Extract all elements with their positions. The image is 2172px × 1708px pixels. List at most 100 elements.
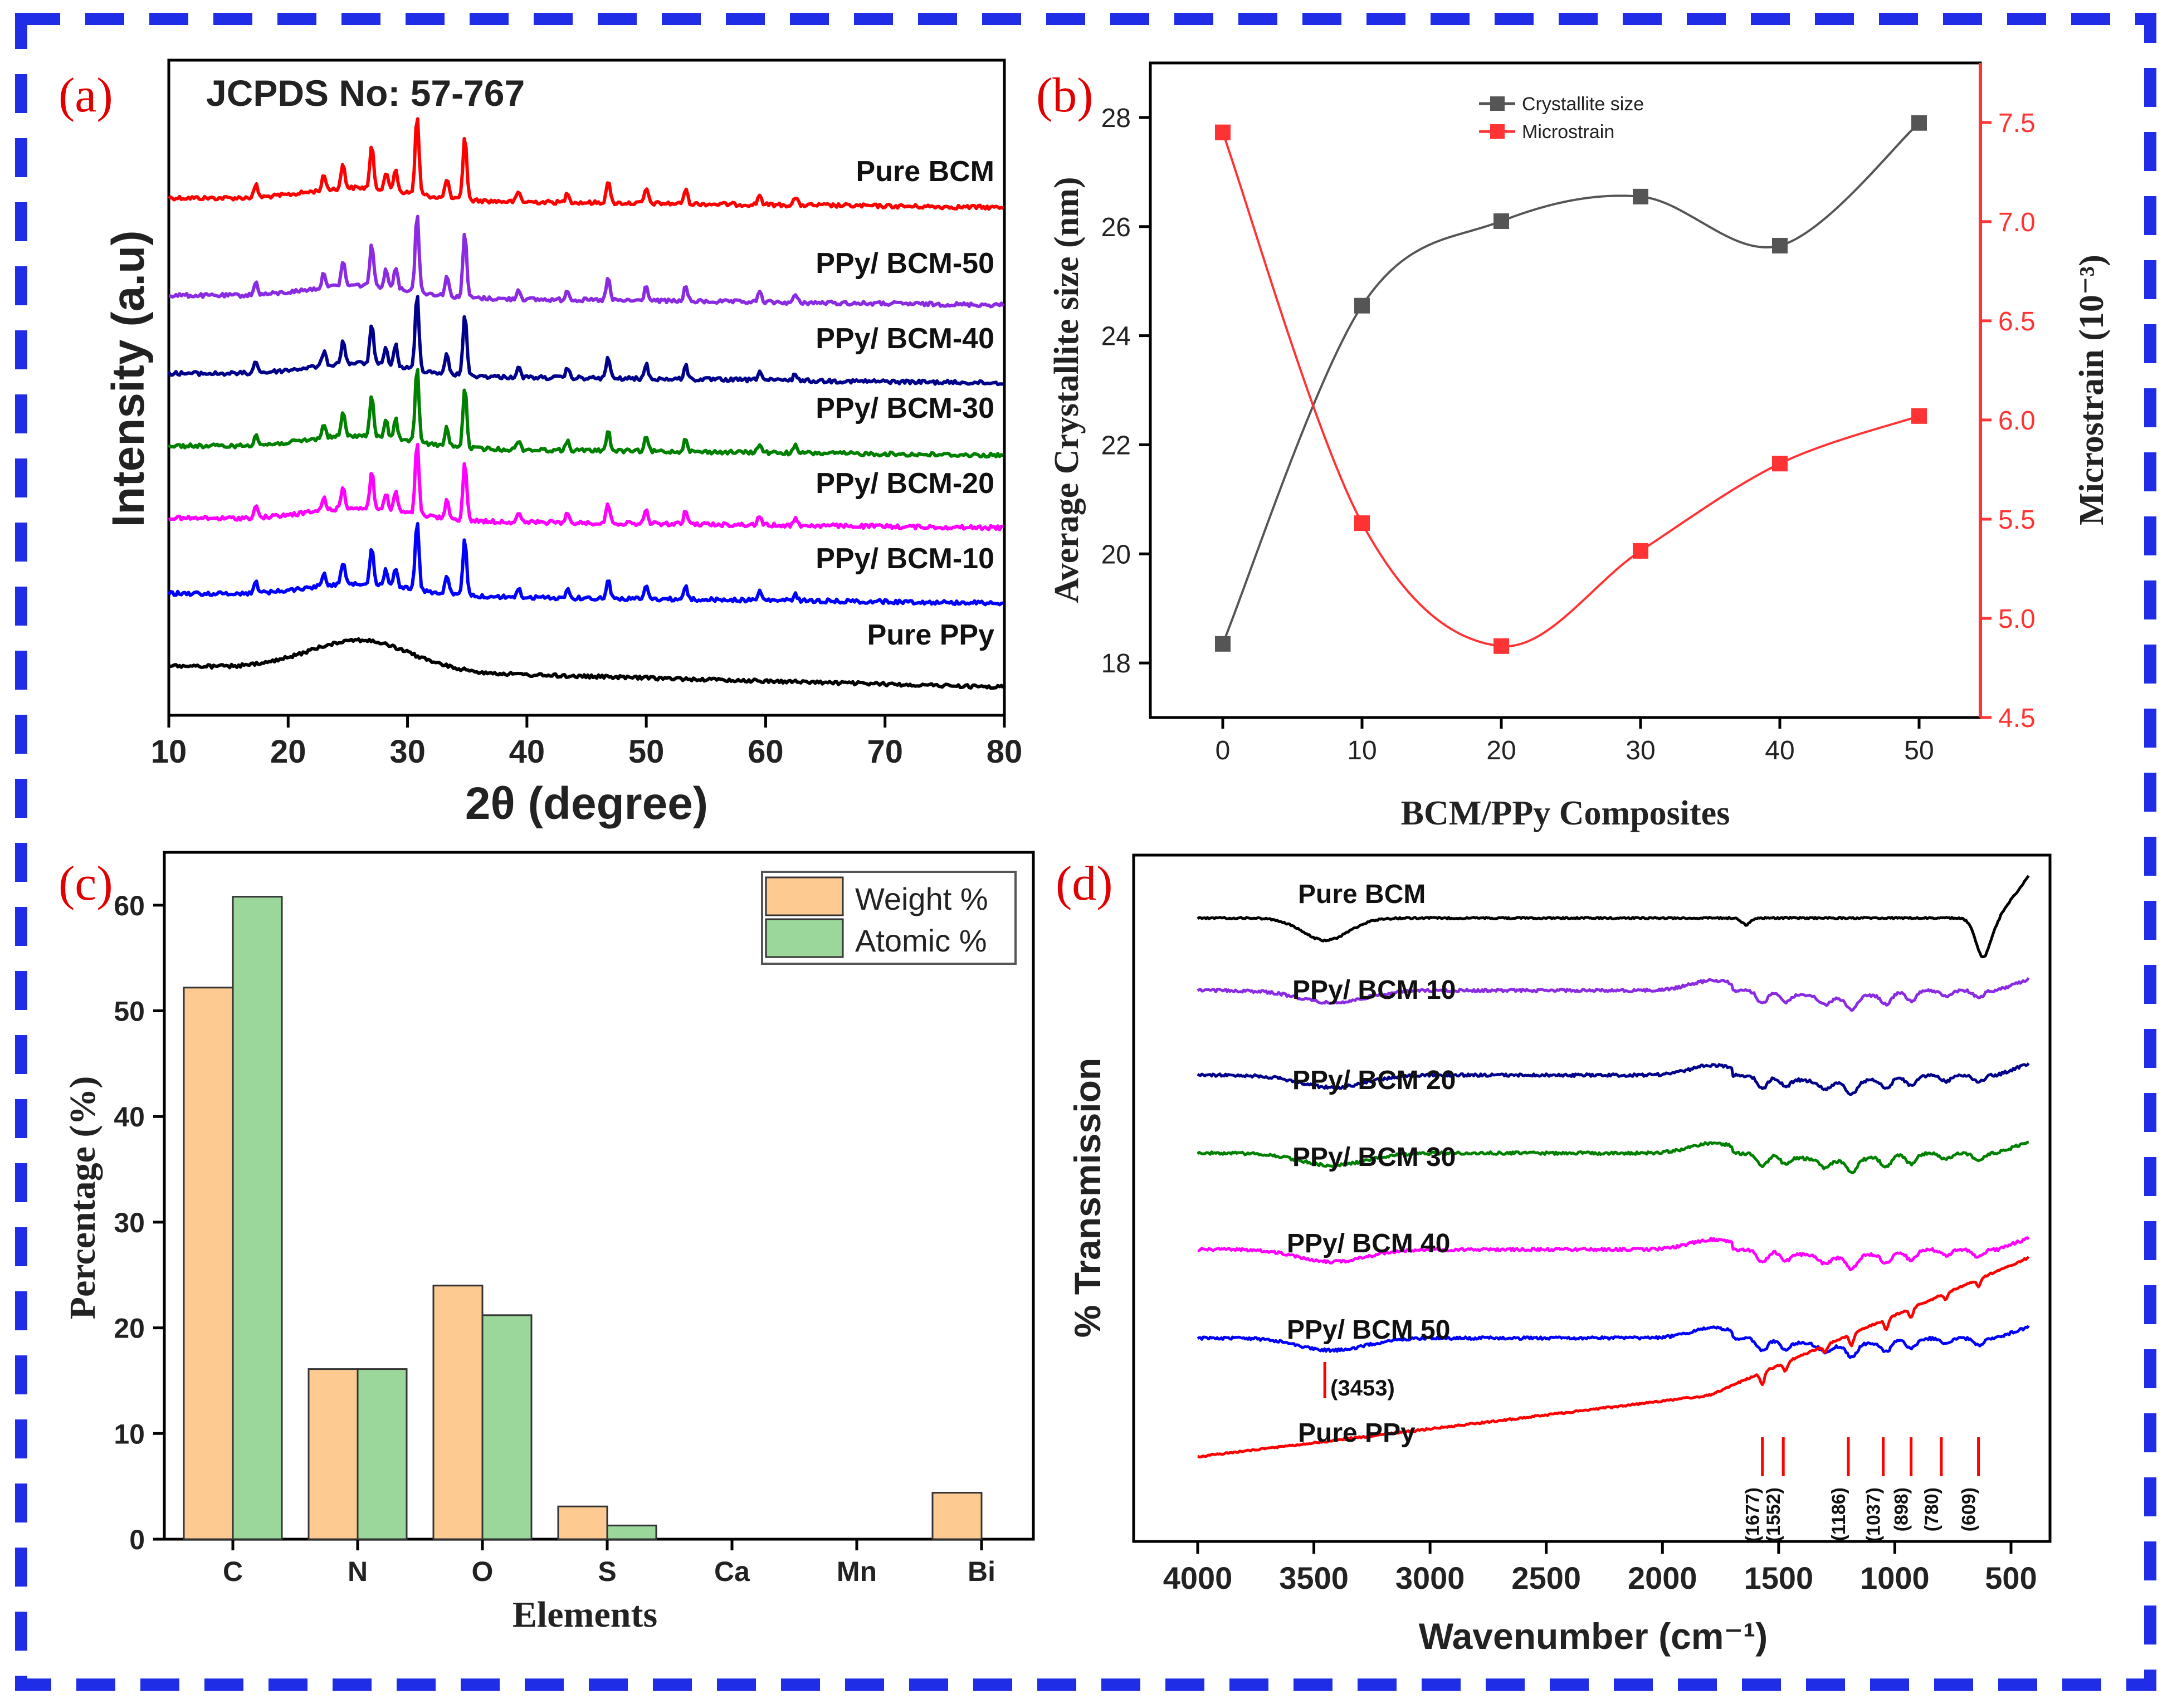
panel-d-curve-0 xyxy=(1197,875,2030,959)
panel-c-bar-Bi-0 xyxy=(931,1492,983,1540)
panel-d-peak-label-1: (1677) xyxy=(1743,1487,1764,1542)
panel-b-point-0-5 xyxy=(1911,115,1927,131)
panel-d-series-label-0: Pure BCM xyxy=(1298,880,1426,909)
panel-d-x-tick-label: 2500 xyxy=(1511,1560,1581,1595)
panel-b-point-1-5 xyxy=(1911,408,1927,424)
panel-c: 0 10 20 30 40 50 60 C N O S Ca Mn Bi (c) Elements Per… xyxy=(58,851,1035,1635)
panel-b-point-1-3 xyxy=(1633,543,1648,559)
panel-a-series-label-0: Pure BCM xyxy=(856,155,994,188)
panel-a-curve-0 xyxy=(168,117,1004,211)
panel-b-x-axis-label: BCM/PPy Composites xyxy=(1401,794,1730,832)
panel-b-y-tick-label-right: 7.0 xyxy=(1998,208,2036,237)
panel-a-x-tick-label: 50 xyxy=(628,734,665,770)
panel-b-y-tick-label-left: 28 xyxy=(1101,104,1131,133)
panel-b: 0 10 20 30 40 50 18 20 22 24 26 28 4.5 5.0 5.5 6.0 6.5 7.… xyxy=(1036,61,2111,832)
panel-a-x-tick-label: 40 xyxy=(509,734,545,770)
panel-a-x-tick-label: 10 xyxy=(151,734,187,770)
panel-b-y-tick-label-left: 18 xyxy=(1101,649,1131,679)
panel-a-label: (a) xyxy=(58,69,113,123)
panel-b-legend-item-0: Crystallite size xyxy=(1522,94,1644,115)
panel-d-x-tick-label: 3000 xyxy=(1395,1560,1465,1595)
panel-d-x-tick-label: 500 xyxy=(1985,1560,2037,1595)
panel-a-x-tick-label: 20 xyxy=(270,734,306,770)
panel-d-x-tick-label: 1500 xyxy=(1744,1560,1814,1595)
panel-c-y-axis-label: Percentage (%) xyxy=(62,1076,103,1320)
panel-a-jcpds-annotation: JCPDS No: 57-767 xyxy=(206,72,525,114)
panel-d-peak-label-5: (898) xyxy=(1891,1487,1912,1531)
panel-d: 4000 3500 3000 2500 2000 1500 1000 500 Pure BCM… xyxy=(1056,853,2052,1657)
panel-d-curve-4 xyxy=(1197,1236,2030,1271)
panel-b-x-tick-label: 20 xyxy=(1486,736,1516,765)
panel-c-bar-C-0 xyxy=(183,987,234,1540)
panel-d-peak-label-3: (1186) xyxy=(1828,1487,1849,1541)
panel-b-y-tick-label-left: 20 xyxy=(1101,540,1131,569)
panel-b-legend-item-1: Microstrain xyxy=(1522,121,1614,143)
panel-a-series-label-3: PPy/ BCM-30 xyxy=(816,392,994,424)
panel-d-label: (d) xyxy=(1056,857,1113,911)
panel-b-y-tick-label-left: 22 xyxy=(1101,431,1131,460)
panel-b-x-tick-label: 30 xyxy=(1626,736,1655,765)
panel-b-y-tick-label-left: 26 xyxy=(1101,213,1131,242)
panel-d-curve-5 xyxy=(1197,1325,2030,1359)
panel-b-y-tick-label-right: 5.0 xyxy=(1998,604,2036,634)
panel-d-x-tick-label: 1000 xyxy=(1860,1560,1930,1595)
panel-c-legend-weight: Weight % xyxy=(855,881,988,916)
panel-a-series-label-4: PPy/ BCM-20 xyxy=(816,467,994,500)
panel-c-bar-C-1 xyxy=(232,896,283,1540)
panel-a-curve-5 xyxy=(167,521,1004,607)
panel-b-point-1-0 xyxy=(1215,124,1231,140)
panel-a-x-tick-label: 60 xyxy=(748,734,784,770)
panel-d-x-tick-label: 2000 xyxy=(1628,1560,1697,1595)
panel-b-x-tick-label: 0 xyxy=(1216,736,1231,765)
panel-b-legend: Crystallite size Microstrain xyxy=(1479,94,1644,143)
panel-c-y-tick-label: 50 xyxy=(114,996,145,1027)
panel-b-y-axis-label-left: Average Crystallite size (nm) xyxy=(1048,177,1086,603)
panel-c-y-tick-label: 40 xyxy=(114,1101,145,1133)
panel-c-bar-N-0 xyxy=(308,1368,359,1540)
panel-d-y-axis-label: % Transmission xyxy=(1067,1058,1108,1338)
panel-d-series-labels: Pure BCM PPy/ BCM 10 PPy/ BCM 20 PPy/ BCM 3… xyxy=(1287,880,1456,1448)
panel-b-point-1-4 xyxy=(1772,456,1788,472)
panel-a-curves xyxy=(167,117,1005,690)
panel-c-x-tick-label: C xyxy=(223,1556,243,1587)
panel-a-series-label-5: PPy/ BCM-10 xyxy=(816,543,994,575)
panel-b-y-tick-label-right: 7.5 xyxy=(1998,109,2036,138)
panel-b-plot-frame xyxy=(1149,61,1982,719)
panel-c-legend-atomic: Atomic % xyxy=(855,923,987,958)
panel-b-point-0-0 xyxy=(1215,636,1231,652)
panel-d-axes: 4000 3500 3000 2500 2000 1500 1000 500 xyxy=(1163,1541,2037,1595)
panel-a-curve-6 xyxy=(168,637,1005,690)
panel-d-peak-label-7: (609) xyxy=(1959,1487,1980,1531)
panel-c-bar-O-1 xyxy=(481,1314,533,1540)
panel-a-curve-4 xyxy=(168,443,1003,531)
panel-c-x-tick-label: S xyxy=(598,1556,616,1587)
panel-d-series-label-2: PPy/ BCM 20 xyxy=(1292,1066,1456,1095)
panel-b-point-0-1 xyxy=(1354,297,1370,314)
panel-a-x-tick-label: 70 xyxy=(867,734,903,770)
panel-d-plot-frame xyxy=(1132,853,2052,1543)
panel-a-x-axis-label: 2θ (degree) xyxy=(465,778,708,829)
figure-frame xyxy=(15,13,2156,1691)
panel-b-label: (b) xyxy=(1036,69,1094,123)
panel-a-plot-frame xyxy=(167,58,1006,717)
panel-c-y-tick-label: 20 xyxy=(114,1313,145,1344)
panel-d-peak-markers: (3453) (1677) (1552) (1186) (1037) (898) (780)… xyxy=(1323,1362,1980,1542)
panel-c-legend: Weight % Atomic % xyxy=(761,871,1017,965)
panel-c-y-tick-label: 60 xyxy=(114,890,145,921)
panel-a-x-tick-label: 30 xyxy=(389,734,426,770)
panel-c-x-axis-label: Elements xyxy=(513,1594,657,1635)
panel-a-x-tick-label: 80 xyxy=(987,734,1023,770)
panel-c-axes: 0 10 20 30 40 50 60 C N O S Ca Mn Bi xyxy=(114,890,995,1587)
panel-a-curve-3 xyxy=(167,368,1004,459)
panel-d-curve-6 xyxy=(1197,1256,2030,1458)
panel-c-bar-S-1 xyxy=(606,1524,657,1540)
panel-b-x-tick-label: 40 xyxy=(1765,736,1794,765)
panel-d-peak-label-0: (3453) xyxy=(1330,1376,1395,1400)
panel-c-x-tick-label: N xyxy=(348,1556,368,1587)
panel-d-curve-2 xyxy=(1197,1062,2030,1096)
panel-d-x-tick-label: 4000 xyxy=(1163,1560,1233,1595)
panel-c-bars xyxy=(183,896,983,1540)
panel-d-series-label-6: Pure PPy xyxy=(1298,1418,1416,1448)
panel-c-bar-O-0 xyxy=(432,1285,484,1540)
panel-b-x-tick-label: 50 xyxy=(1904,736,1934,765)
